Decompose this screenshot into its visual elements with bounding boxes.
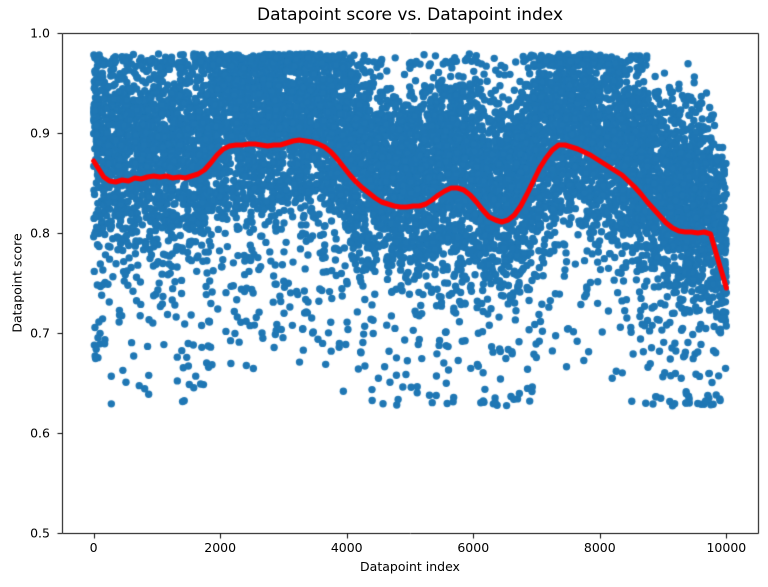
y-tick-label: 0.9 bbox=[30, 125, 50, 141]
y-tick-label: 0.8 bbox=[30, 225, 50, 241]
y-axis-label: Datapoint score bbox=[9, 233, 25, 333]
y-tick-label: 1.0 bbox=[30, 25, 50, 41]
x-tick-label: 10000 bbox=[706, 540, 747, 555]
x-tick-label: 2000 bbox=[204, 540, 237, 555]
y-tick-label: 0.6 bbox=[30, 425, 50, 441]
x-axis-label: Datapoint index bbox=[360, 559, 460, 574]
x-tick-label: 8000 bbox=[583, 540, 616, 555]
y-tick-label: 0.7 bbox=[30, 325, 50, 341]
chart-title: Datapoint score vs. Datapoint index bbox=[256, 5, 564, 25]
y-tick-label: 0.5 bbox=[30, 525, 50, 541]
x-tick-label: 0 bbox=[89, 540, 98, 555]
x-tick-label: 6000 bbox=[457, 540, 490, 555]
x-tick-label: 4000 bbox=[330, 540, 363, 555]
